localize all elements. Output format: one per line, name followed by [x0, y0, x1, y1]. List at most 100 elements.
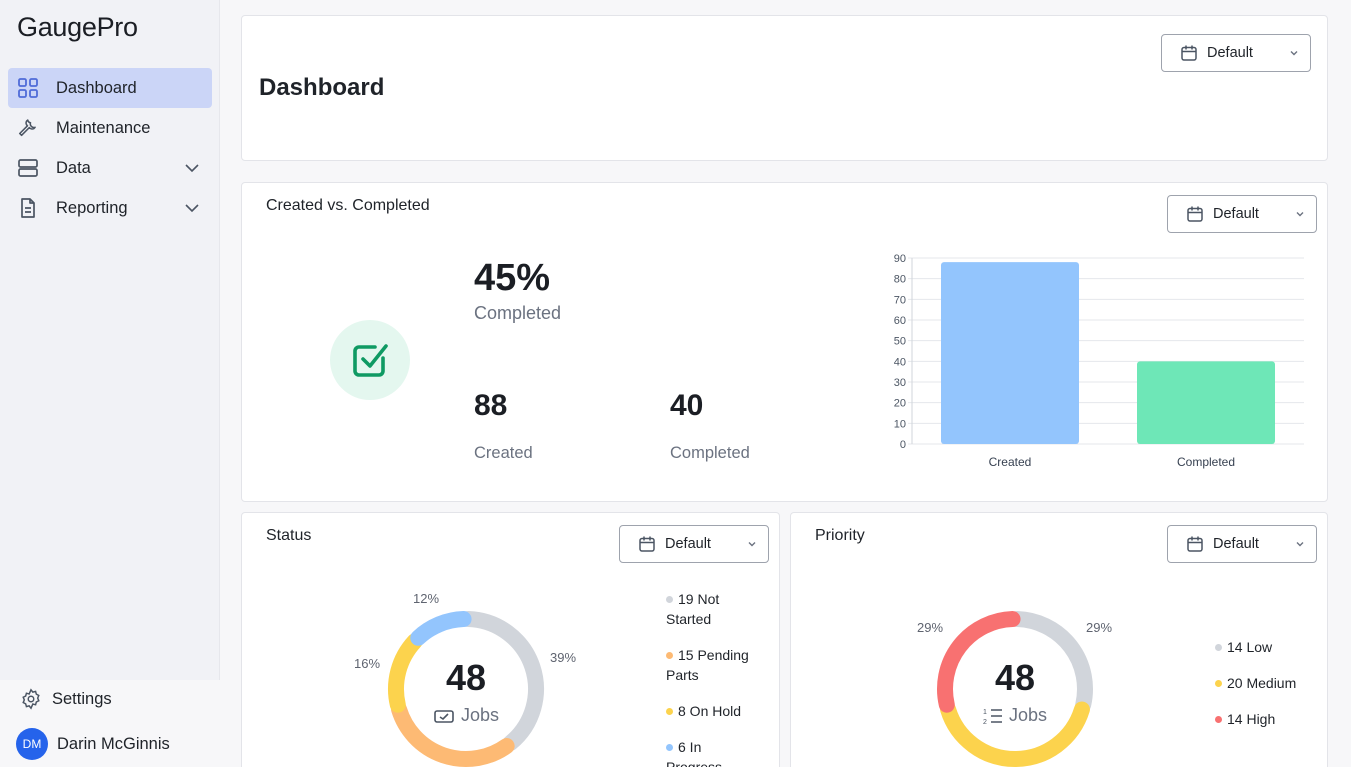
legend-text: 14 Low	[1227, 639, 1273, 655]
status-total: 48	[445, 657, 487, 698]
sidebar-item-data[interactable]: Data	[8, 148, 212, 188]
created-label: Created	[474, 444, 533, 462]
created-count: 88	[474, 389, 508, 422]
legend-item: 19 Not Started	[666, 589, 766, 629]
legend-item: 6 In Progress	[666, 737, 756, 767]
priority-total: 48	[994, 657, 1036, 698]
created-completed-bar-chart: 0 10 20 30 40 50 60 70 80 90 Created Completed	[894, 253, 1304, 469]
created-completed-date-dropdown[interactable]: Default	[1167, 195, 1317, 233]
y-tick-label: 50	[894, 336, 906, 348]
y-tick-label: 0	[900, 439, 906, 451]
calendar-icon	[1186, 205, 1204, 223]
caret-down-icon	[1288, 47, 1300, 59]
donut-slice-low	[1009, 611, 1093, 713]
donut-slice-high	[937, 611, 1021, 713]
checkbox-check-icon	[330, 320, 410, 400]
legend-item: 15 Pending Parts	[666, 645, 766, 685]
grid-icon	[17, 77, 39, 99]
user-name: Darin McGinnis	[57, 734, 170, 753]
caret-down-icon	[746, 538, 758, 550]
card-title: Priority	[815, 527, 865, 544]
legend-item: 14 High	[1215, 709, 1315, 729]
completed-percent: 45%	[474, 257, 551, 299]
toolbox-icon	[433, 708, 455, 724]
sidebar-item-label: Data	[56, 158, 91, 177]
y-tick-label: 10	[894, 418, 906, 430]
bar-created	[941, 262, 1079, 444]
y-tick-label: 70	[894, 294, 906, 306]
chevron-down-icon[interactable]	[182, 158, 202, 178]
donut-slice-pending-parts	[391, 701, 515, 767]
legend-item: 14 Low	[1215, 637, 1315, 657]
status-card: Status Default 48 Jobs 12% 39% 16% 19 No…	[241, 512, 780, 767]
sidebar-item-label: Dashboard	[56, 78, 137, 97]
calendar-icon	[1180, 44, 1198, 62]
donut-slice-medium	[940, 701, 1090, 767]
chevron-down-icon[interactable]	[182, 198, 202, 218]
app-logo: GaugePro	[17, 12, 138, 42]
svg-text:1: 1	[983, 709, 987, 716]
legend-text: 15 Pending Parts	[666, 647, 749, 683]
card-title: Status	[266, 527, 312, 544]
header-date-dropdown[interactable]: Default	[1161, 34, 1311, 72]
sidebar-item-dashboard[interactable]: Dashboard	[8, 68, 212, 108]
y-tick-label: 40	[894, 356, 906, 368]
legend-dot	[666, 744, 673, 751]
legend-text: 6 In Progress	[666, 739, 723, 767]
priority-date-dropdown[interactable]: Default	[1167, 525, 1317, 563]
avatar: DM	[16, 728, 48, 760]
settings-link[interactable]: Settings	[20, 688, 112, 710]
dropdown-value: Default	[1213, 206, 1259, 222]
gear-icon	[20, 688, 42, 710]
status-date-dropdown[interactable]: Default	[619, 525, 769, 563]
created-vs-completed-card: Created vs. Completed Default 45% Comple…	[241, 182, 1328, 502]
dropdown-value: Default	[665, 536, 711, 552]
bar-completed	[1137, 361, 1275, 444]
status-pct-label: 12%	[413, 591, 440, 606]
status-pct-label: 39%	[550, 650, 577, 665]
completed-percent-label: Completed	[474, 303, 562, 323]
donut-slice-on-hold	[388, 633, 423, 713]
sidebar-item-maintenance[interactable]: Maintenance	[8, 108, 212, 148]
database-icon	[17, 157, 39, 179]
completed-count: 40	[670, 389, 704, 422]
sidebar-item-label: Maintenance	[56, 118, 151, 137]
sidebar-item-label: Reporting	[56, 198, 128, 217]
legend-text: 19 Not Started	[666, 591, 720, 627]
legend-text: 8 On Hold	[678, 703, 742, 719]
legend-dot	[666, 596, 673, 603]
status-total-label: Jobs	[406, 705, 526, 726]
legend-dot	[1215, 644, 1222, 651]
legend-dot	[1215, 680, 1222, 687]
donut-slice-not-started	[460, 611, 544, 752]
dropdown-value: Default	[1207, 45, 1253, 61]
jobs-label: Jobs	[1008, 705, 1048, 725]
card-title: Created vs. Completed	[266, 197, 430, 214]
user-profile[interactable]: DM Darin McGinnis	[16, 728, 170, 760]
priority-donut-chart	[937, 611, 1093, 767]
y-tick-label: 20	[894, 398, 906, 410]
y-tick-label: 30	[894, 377, 906, 389]
dropdown-value: Default	[1213, 536, 1259, 552]
legend-text: 20 Medium	[1227, 675, 1297, 691]
y-tick-label: 90	[894, 253, 906, 265]
y-tick-label: 60	[894, 315, 906, 327]
wrench-icon	[17, 117, 39, 139]
legend-text: 14 High	[1227, 711, 1276, 727]
x-tick-label: Created	[989, 455, 1032, 469]
y-tick-label: 80	[894, 274, 906, 286]
caret-down-icon	[1294, 538, 1306, 550]
x-tick-label: Completed	[1177, 455, 1235, 469]
header-card: Dashboard Default	[241, 15, 1328, 161]
legend-item: 20 Medium	[1215, 673, 1315, 693]
legend-dot	[666, 708, 673, 715]
legend-dot	[666, 652, 673, 659]
priority-pct-label: 29%	[917, 620, 944, 635]
calendar-icon	[638, 535, 656, 553]
sidebar-item-reporting[interactable]: Reporting	[8, 188, 212, 228]
svg-text:2: 2	[983, 719, 987, 725]
legend-item: 8 On Hold	[666, 701, 766, 721]
